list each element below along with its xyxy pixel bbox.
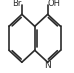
Text: OH: OH bbox=[48, 0, 61, 8]
Text: Br: Br bbox=[13, 0, 22, 8]
Text: N: N bbox=[44, 61, 51, 70]
